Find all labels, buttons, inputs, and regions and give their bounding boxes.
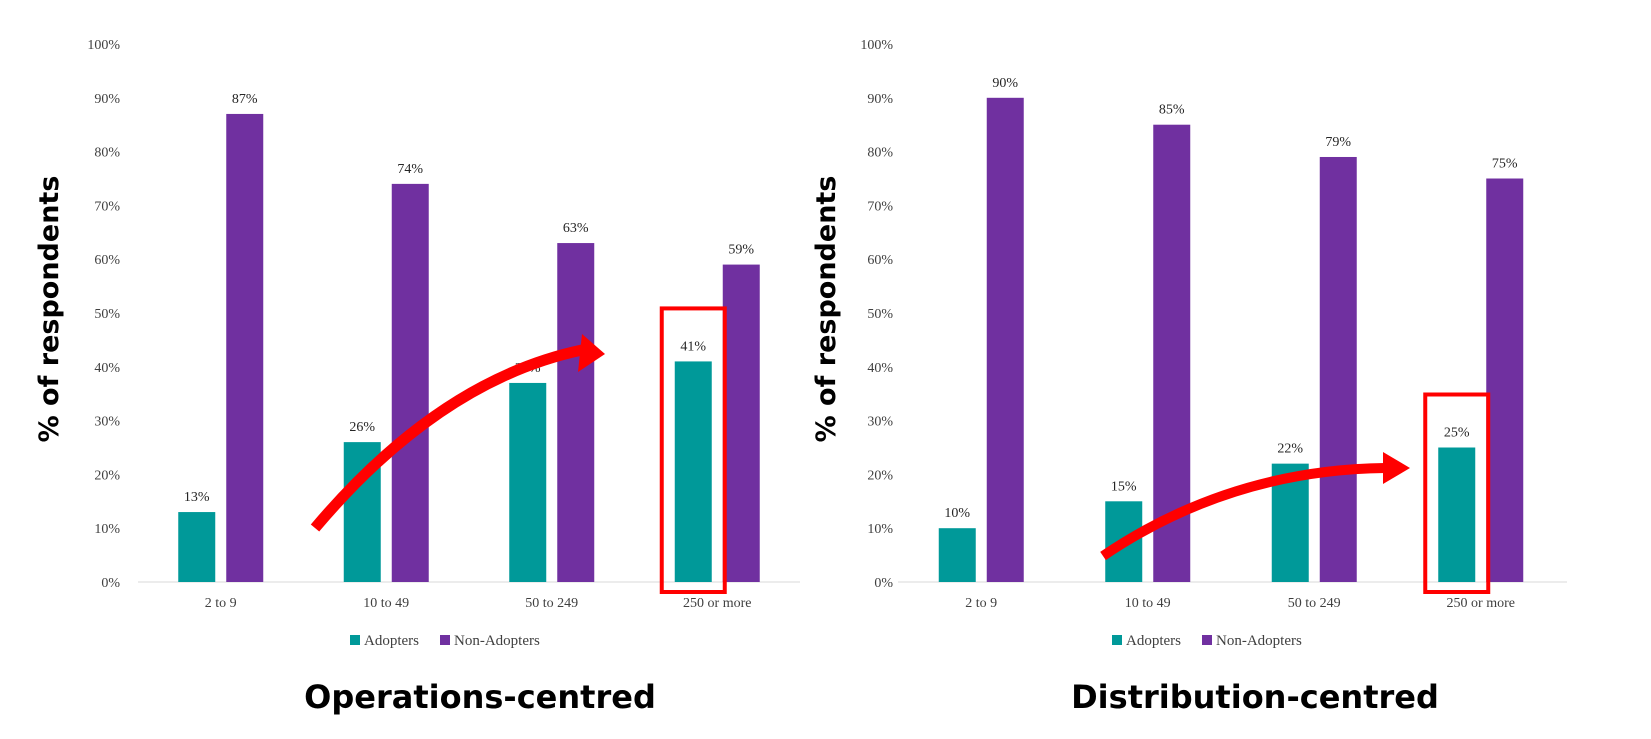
y-tick-label: 40% [94,361,120,376]
bar-non-adopters [986,97,1024,583]
x-tick-label: 10 to 49 [1125,596,1171,611]
data-label: 15% [1111,479,1137,494]
trend-arrow-head [578,334,605,372]
y-tick-label: 70% [867,199,893,214]
x-tick-label: 250 or more [683,596,751,611]
bar-adopters [178,512,216,582]
x-tick-label: 2 to 9 [965,596,997,611]
legend-swatch [440,635,450,645]
data-label: 63% [563,221,589,236]
y-tick-label: 80% [867,146,893,161]
legend-swatch [1202,635,1212,645]
y-tick-label: 30% [94,415,120,430]
x-tick-label: 250 or more [1447,596,1515,611]
x-tick-label: 50 to 249 [1288,596,1341,611]
y-tick-label: 100% [87,38,120,53]
y-tick-label: 90% [867,92,893,107]
data-label: 25% [1444,426,1470,441]
highlight-box [1423,392,1491,594]
y-tick-label: 10% [94,522,120,537]
bar-non-adopters [557,243,595,582]
y-axis-title: % of respondents [34,176,65,443]
legend-label: Non-Adopters [1216,633,1302,649]
bar-non-adopters [1486,178,1524,582]
bar-adopters [674,361,712,582]
data-label: 75% [1492,157,1518,172]
x-tick-label: 2 to 9 [205,596,237,611]
data-label: 87% [232,92,258,107]
x-tick-label: 50 to 249 [525,596,578,611]
y-tick-label: 20% [867,468,893,483]
data-label: 22% [1277,442,1303,457]
bar-non-adopters [226,113,264,582]
legend-label: Non-Adopters [454,633,540,649]
bar-non-adopters [391,183,429,582]
data-label: 74% [397,162,423,177]
trend-arrow-curve [310,344,584,532]
chart-title: Operations-centred [304,678,656,716]
bar-non-adopters [722,264,760,582]
y-tick-label: 50% [94,307,120,322]
data-label: 41% [680,339,706,354]
y-tick-label: 0% [101,576,120,591]
y-tick-label: 10% [867,522,893,537]
data-label: 26% [349,420,375,435]
bar-adopters [938,528,976,582]
legend-swatch [1112,635,1122,645]
y-tick-label: 20% [94,468,120,483]
y-tick-label: 90% [94,92,120,107]
y-tick-label: 0% [874,576,893,591]
bar-adopters [509,382,547,582]
chart-title: Distribution-centred [1071,678,1439,716]
highlight-box [659,306,727,594]
data-label: 90% [992,76,1018,91]
chart-panel-1: 0% 10% 20% 30% 40% 50% 60% 70% 80% 90% 100% % of re… [34,38,800,716]
y-tick-label: 30% [867,415,893,430]
trend-arrow-head [1383,452,1410,484]
trend-arrow-curve [1100,463,1386,561]
bar-adopters [1438,447,1476,582]
x-tick-label: 10 to 49 [363,596,409,611]
legend-swatch [350,635,360,645]
y-tick-label: 60% [867,253,893,268]
y-tick-label: 50% [867,307,893,322]
data-label: 79% [1325,135,1351,150]
y-tick-label: 80% [94,146,120,161]
y-tick-label: 100% [860,38,893,53]
y-tick-label: 70% [94,199,120,214]
y-tick-label: 40% [867,361,893,376]
data-label: 59% [728,243,754,258]
legend-label: Adopters [1126,633,1181,649]
data-label: 85% [1159,103,1185,118]
data-label: 10% [944,506,970,521]
data-label: 13% [184,490,210,505]
legend-label: Adopters [364,633,419,649]
y-tick-label: 60% [94,253,120,268]
bar-non-adopters [1319,156,1357,583]
chart-panel-2: 0% 10% 20% 30% 40% 50% 60% 70% 80% 90% 100% % of re… [811,38,1567,716]
y-axis-title: % of respondents [811,176,842,443]
